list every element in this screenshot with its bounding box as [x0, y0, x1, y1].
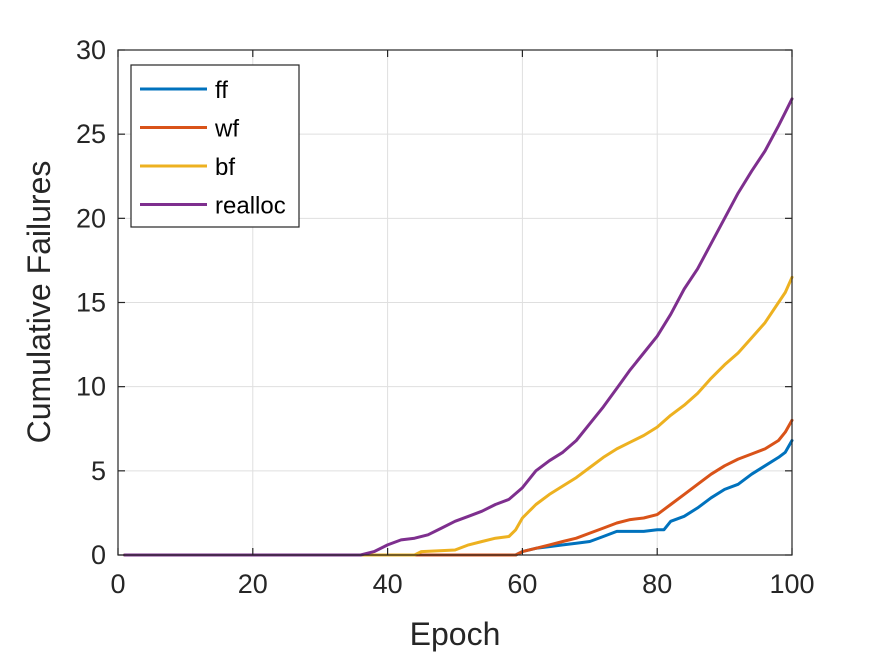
legend-label-bf: bf — [215, 154, 235, 181]
series-line-realloc — [123, 97, 794, 557]
legend-label-realloc: realloc — [215, 193, 286, 220]
y-tick-label: 10 — [76, 372, 106, 402]
x-tick-label: 20 — [238, 569, 268, 599]
series-line-bf — [123, 275, 794, 557]
y-axis-label: Cumulative Failures — [21, 161, 57, 444]
y-tick-label: 15 — [76, 288, 106, 318]
x-axis-label: Epoch — [410, 616, 501, 652]
legend-label-ff: ff — [215, 77, 228, 104]
y-tick-label: 0 — [91, 540, 106, 570]
axes — [117, 49, 793, 556]
x-tick-label: 60 — [507, 569, 537, 599]
legend: ff wf bf realloc — [130, 64, 300, 228]
legend-box — [130, 64, 300, 228]
series-line-ff — [123, 439, 794, 557]
y-tick-label: 30 — [76, 35, 106, 65]
y-tick-label: 5 — [91, 456, 106, 486]
x-tick-label: 40 — [373, 569, 403, 599]
y-tick-label: 25 — [76, 119, 106, 149]
legend-label-wf: wf — [214, 116, 239, 143]
series-lines — [123, 97, 794, 557]
x-tick-label: 0 — [110, 569, 125, 599]
series-line-wf — [123, 418, 794, 557]
tick-labels: 0 20 40 60 80 100 0 5 10 15 20 25 30 — [76, 35, 815, 599]
y-tick-label: 20 — [76, 203, 106, 233]
x-tick-label: 80 — [642, 569, 672, 599]
x-tick-label: 100 — [769, 569, 814, 599]
